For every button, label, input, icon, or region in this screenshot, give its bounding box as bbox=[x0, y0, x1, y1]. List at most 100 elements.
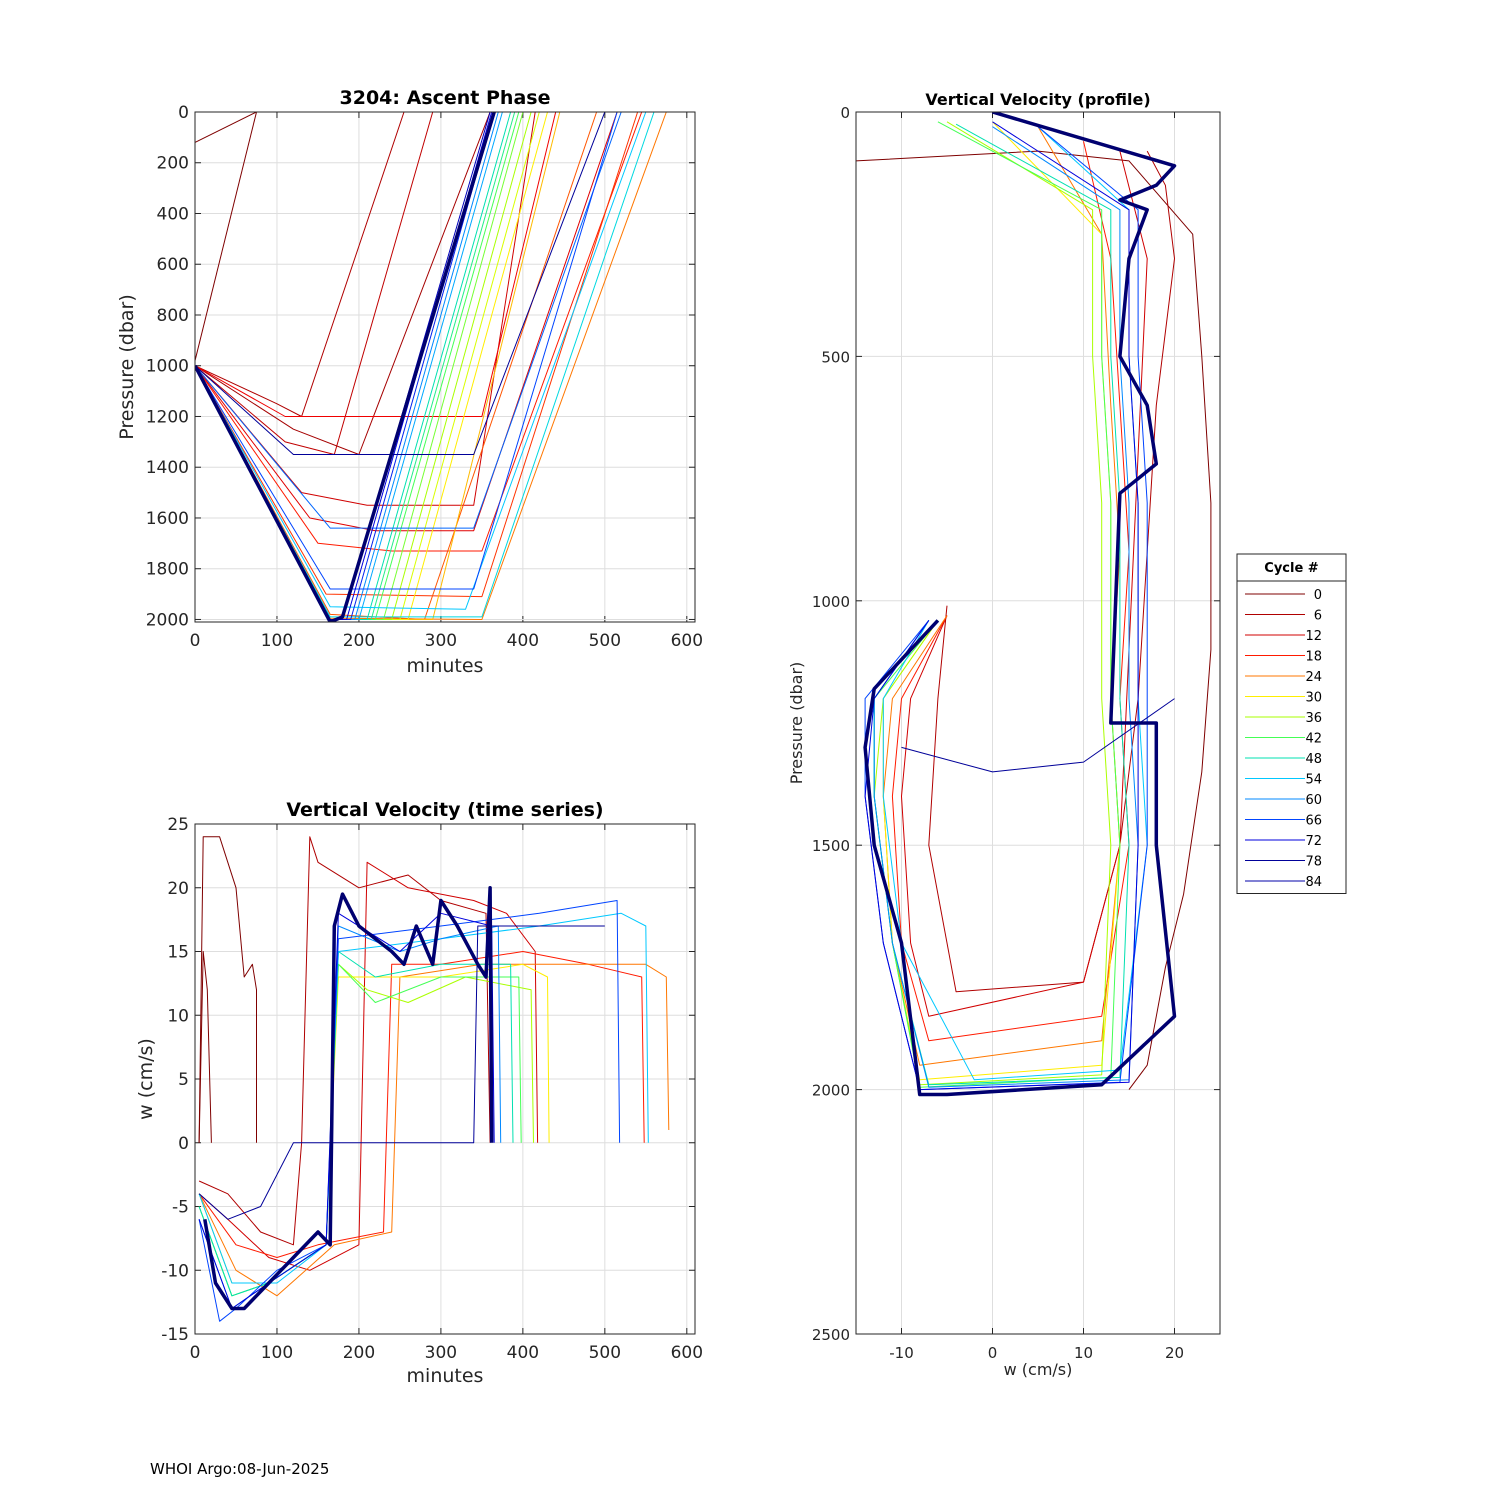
axes-box bbox=[855, 111, 1221, 1335]
series-line-cycle-84 bbox=[203, 886, 494, 1311]
x-tick-label: 600 bbox=[671, 1343, 703, 1363]
y-tick-label: -5 bbox=[172, 1198, 189, 1218]
series-group bbox=[856, 112, 1212, 1097]
x-tick-label: 100 bbox=[261, 631, 293, 651]
chart-wtime: 0 100 200 300 400 500 600 -15 -10 -5 0 5 10 15 20 25 Ver… bbox=[135, 799, 703, 1387]
series-line-cycle-16 bbox=[195, 112, 557, 417]
series-group bbox=[195, 112, 667, 622]
series-line-cycle-78 bbox=[901, 698, 1175, 773]
y-tick-label: 1000 bbox=[146, 357, 189, 377]
legend-entry-label: 12 bbox=[1305, 629, 1322, 644]
x-axis-label: w (cm/s) bbox=[1004, 1360, 1073, 1379]
x-tick-label: 20 bbox=[1165, 1344, 1184, 1362]
series-line-cycle-84 bbox=[195, 112, 496, 622]
legend-entry-label: 66 bbox=[1305, 814, 1322, 829]
plot-area bbox=[856, 112, 1220, 1334]
axes-box bbox=[194, 111, 696, 623]
y-tick-label: 200 bbox=[157, 154, 189, 174]
y-tick-label: 1200 bbox=[146, 407, 189, 427]
x-tick-label: 200 bbox=[343, 1343, 375, 1363]
series-line-cycle-12 bbox=[901, 150, 1148, 1017]
x-tick-label: 0 bbox=[988, 1344, 998, 1362]
legend-entry-label: 6 bbox=[1314, 609, 1322, 624]
y-axis-label: w (cm/s) bbox=[135, 1038, 157, 1120]
x-tick-label: 10 bbox=[1074, 1344, 1093, 1362]
y-tick-label: 1600 bbox=[146, 509, 189, 529]
y-tick-label: 1500 bbox=[812, 837, 850, 855]
series-line-cycle-6 bbox=[198, 836, 491, 1246]
series-line-cycle-78 bbox=[195, 112, 606, 455]
y-tick-label: 2500 bbox=[812, 1326, 850, 1344]
x-tick-label: 100 bbox=[261, 1343, 293, 1363]
series-line-cycle-0 bbox=[195, 112, 257, 143]
series-line-cycle-0 bbox=[195, 112, 257, 361]
axes-box bbox=[194, 823, 696, 1335]
series-line-cycle-0 bbox=[198, 951, 212, 1143]
x-tick-label: 500 bbox=[589, 631, 621, 651]
series-line-cycle-84 bbox=[863, 112, 1177, 1097]
series-line-cycle-63 bbox=[195, 112, 622, 529]
series-group bbox=[198, 836, 670, 1322]
chart-title: Vertical Velocity (profile) bbox=[925, 90, 1150, 109]
y-tick-label: 2000 bbox=[812, 1082, 850, 1100]
y-tick-label: 800 bbox=[157, 306, 189, 326]
chart-ascent: 0 100 200 300 400 500 600 0 200 400 600 800 1000 1200… bbox=[116, 87, 703, 677]
legend-entry-label: 0 bbox=[1314, 588, 1322, 603]
y-tick-label: 500 bbox=[821, 348, 850, 366]
x-tick-label: 500 bbox=[589, 1343, 621, 1363]
series-line-cycle-54 bbox=[195, 112, 647, 610]
x-tick-label: 0 bbox=[190, 1343, 201, 1363]
legend-entry-label: 84 bbox=[1305, 875, 1322, 890]
y-tick-label: 0 bbox=[178, 103, 189, 123]
legend-entry-label: 18 bbox=[1305, 650, 1322, 665]
legend-box bbox=[1236, 553, 1347, 894]
legend-title: Cycle # bbox=[1264, 561, 1319, 576]
plot-area bbox=[195, 112, 695, 622]
x-tick-label: 600 bbox=[671, 631, 703, 651]
legend: Cycle # 0 6 12 18 24 30 36 42 48 54 60 66 72 78 84 bbox=[1236, 553, 1347, 894]
y-tick-label: 1000 bbox=[812, 593, 850, 611]
legend-entry-label: 72 bbox=[1305, 834, 1322, 849]
x-axis-label: minutes bbox=[407, 1365, 484, 1387]
chart-wprofile: -10 0 10 20 0 500 1000 1500 2000 2500 Vertical Vel… bbox=[787, 90, 1347, 1379]
series-line-cycle-8 bbox=[195, 112, 405, 417]
x-tick-label: 400 bbox=[507, 1343, 539, 1363]
series-line-cycle-18 bbox=[195, 112, 643, 552]
legend-entry-label: 48 bbox=[1305, 752, 1322, 767]
series-line-cycle-20 bbox=[195, 112, 639, 598]
x-tick-label: 300 bbox=[425, 631, 457, 651]
y-axis-label: Pressure (dbar) bbox=[787, 662, 806, 785]
y-tick-label: 400 bbox=[157, 204, 189, 224]
y-tick-label: 10 bbox=[167, 1006, 189, 1026]
y-tick-label: 25 bbox=[167, 815, 189, 835]
x-tick-label: 0 bbox=[190, 631, 201, 651]
series-line-cycle-36 bbox=[873, 121, 1112, 1086]
y-tick-label: -15 bbox=[161, 1325, 189, 1345]
chart-title: Vertical Velocity (time series) bbox=[286, 799, 603, 821]
series-line-cycle-18 bbox=[198, 951, 645, 1258]
y-tick-label: 600 bbox=[157, 255, 189, 275]
legend-entry-label: 60 bbox=[1305, 793, 1322, 808]
legend-entry-label: 24 bbox=[1305, 670, 1322, 685]
y-axis-label: Pressure (dbar) bbox=[116, 294, 138, 440]
x-tick-label: 400 bbox=[507, 631, 539, 651]
y-tick-label: 1400 bbox=[146, 458, 189, 478]
y-tick-label: 5 bbox=[178, 1070, 189, 1090]
series-line-cycle-10 bbox=[195, 112, 434, 455]
legend-entry-label: 54 bbox=[1305, 773, 1322, 788]
y-tick-label: 1800 bbox=[146, 560, 189, 580]
x-axis-label: minutes bbox=[407, 655, 484, 677]
legend-entry-label: 30 bbox=[1305, 691, 1322, 706]
series-line-cycle-18 bbox=[891, 141, 1130, 1042]
y-tick-label: 0 bbox=[840, 104, 850, 122]
series-line-cycle-6 bbox=[928, 150, 1175, 993]
x-tick-label: 200 bbox=[343, 631, 375, 651]
y-tick-label: -10 bbox=[161, 1261, 189, 1281]
series-line-cycle-0 bbox=[198, 836, 257, 1143]
legend-entry-label: 42 bbox=[1305, 732, 1322, 747]
series-line-cycle-66 bbox=[195, 112, 618, 590]
footer-stamp: WHOI Argo:08-Jun-2025 bbox=[150, 1460, 330, 1478]
x-tick-label: 300 bbox=[425, 1343, 457, 1363]
series-line-cycle-24 bbox=[882, 126, 1121, 1066]
